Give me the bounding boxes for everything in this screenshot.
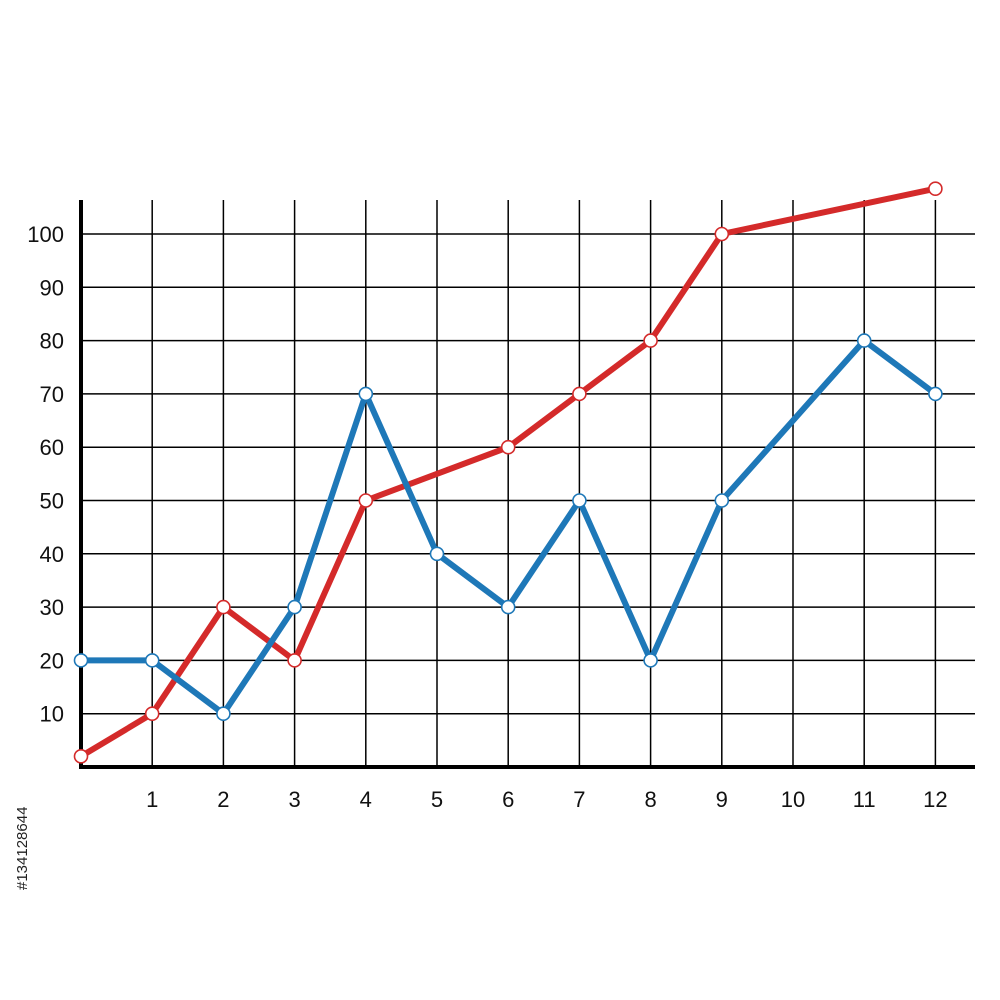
x-tick-label: 7 [573, 787, 585, 812]
x-tick-label: 4 [360, 787, 372, 812]
x-tick-label: 8 [644, 787, 656, 812]
y-tick-label: 70 [40, 382, 64, 407]
data-point-series-1 [714, 226, 730, 242]
data-point-series-2 [714, 493, 730, 508]
data-point-series-1 [643, 333, 658, 348]
data-point-series-2 [358, 386, 374, 402]
data-point-series-1 [500, 439, 516, 455]
data-point-series-2 [500, 599, 516, 615]
data-point-series-1 [572, 386, 587, 402]
chart-grid [81, 200, 975, 767]
data-point-series-2 [572, 493, 587, 508]
x-tick-label: 1 [146, 787, 158, 812]
y-tick-label: 50 [40, 489, 64, 514]
y-tick-label: 80 [40, 329, 64, 354]
y-tick-label: 90 [40, 275, 64, 300]
data-point-series-2 [73, 653, 89, 668]
x-tick-label: 9 [716, 787, 728, 812]
x-tick-label: 6 [502, 787, 514, 812]
data-point-series-1 [358, 493, 374, 508]
x-tick-label: 10 [781, 787, 805, 812]
x-tick-label: 3 [288, 787, 300, 812]
y-tick-label: 40 [40, 542, 64, 567]
data-point-series-2 [429, 546, 445, 562]
series-line-1 [78, 185, 939, 760]
chart-axes [79, 200, 975, 769]
x-tick-label: 11 [853, 787, 876, 812]
x-tick-label: 5 [431, 787, 443, 812]
data-point-series-2 [216, 706, 231, 722]
data-point-series-1 [216, 599, 231, 615]
data-point-series-2 [643, 653, 658, 668]
data-point-series-1 [287, 653, 302, 668]
data-point-series-2 [928, 386, 943, 402]
data-point-series-2 [856, 333, 872, 348]
y-tick-label: 100 [27, 222, 64, 247]
data-point-series-1 [928, 181, 943, 196]
y-tick-label: 60 [40, 435, 64, 460]
chart-series [73, 181, 943, 764]
data-point-series-2 [287, 599, 302, 615]
data-point-series-2 [144, 653, 160, 668]
y-tick-label: 30 [40, 595, 64, 620]
x-tick-label: 12 [923, 787, 947, 812]
y-tick-label: 10 [40, 702, 64, 727]
data-point-series-1 [73, 749, 89, 764]
stock-image-id: #134128644 [14, 807, 31, 890]
x-tick-label: 2 [217, 787, 229, 812]
y-tick-label: 20 [40, 648, 64, 673]
data-point-series-1 [144, 706, 160, 722]
series-line-2 [78, 337, 939, 717]
